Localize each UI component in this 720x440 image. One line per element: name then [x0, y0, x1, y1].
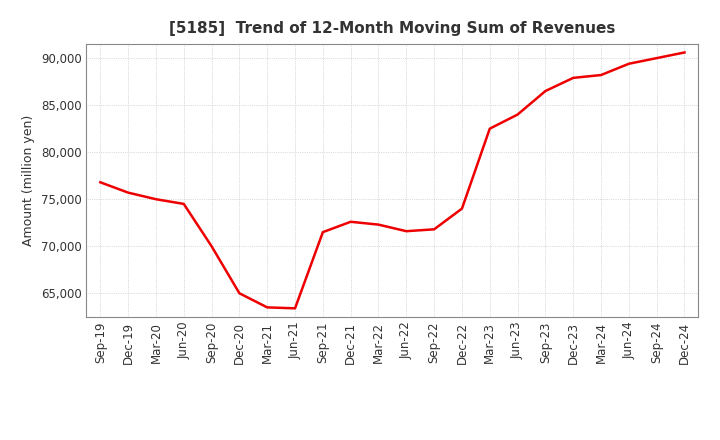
- Y-axis label: Amount (million yen): Amount (million yen): [22, 115, 35, 246]
- Title: [5185]  Trend of 12-Month Moving Sum of Revenues: [5185] Trend of 12-Month Moving Sum of R…: [169, 21, 616, 36]
